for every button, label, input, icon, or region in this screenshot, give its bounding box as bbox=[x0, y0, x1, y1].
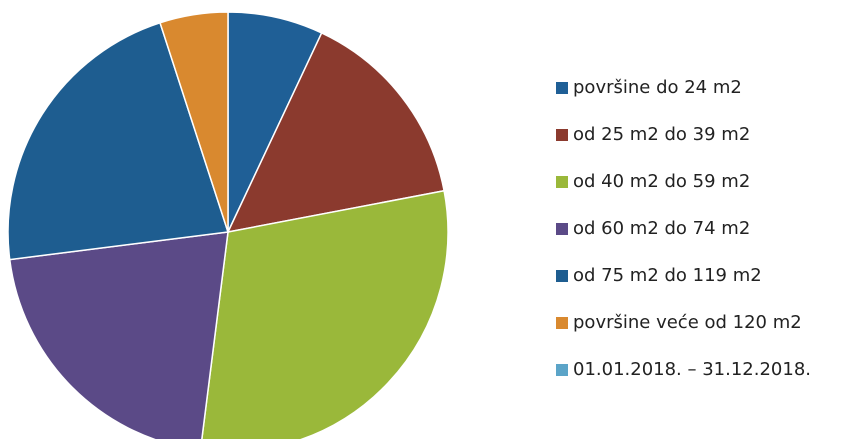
legend-label: od 60 m2 do 74 m2 bbox=[573, 218, 750, 239]
pie-slice bbox=[201, 189, 449, 439]
legend-label: 01.01.2018. – 31.12.2018. bbox=[573, 359, 811, 380]
pie-slice bbox=[159, 11, 229, 233]
pie-slice bbox=[7, 21, 229, 261]
legend-label: od 75 m2 do 119 m2 bbox=[573, 265, 762, 286]
legend-swatch bbox=[556, 364, 568, 376]
legend-swatch bbox=[556, 82, 568, 94]
legend-label: od 40 m2 do 59 m2 bbox=[573, 171, 750, 192]
pie-slice bbox=[8, 231, 229, 439]
legend-swatch bbox=[556, 317, 568, 329]
legend-label: od 25 m2 do 39 m2 bbox=[573, 124, 750, 145]
legend-swatch bbox=[556, 176, 568, 188]
legend-swatch bbox=[556, 223, 568, 235]
pie-slice bbox=[226, 31, 445, 234]
legend-label: površine veće od 120 m2 bbox=[573, 312, 802, 333]
legend-swatch bbox=[556, 129, 568, 141]
legend-label: površine do 24 m2 bbox=[573, 77, 742, 98]
legend-swatch bbox=[556, 270, 568, 282]
